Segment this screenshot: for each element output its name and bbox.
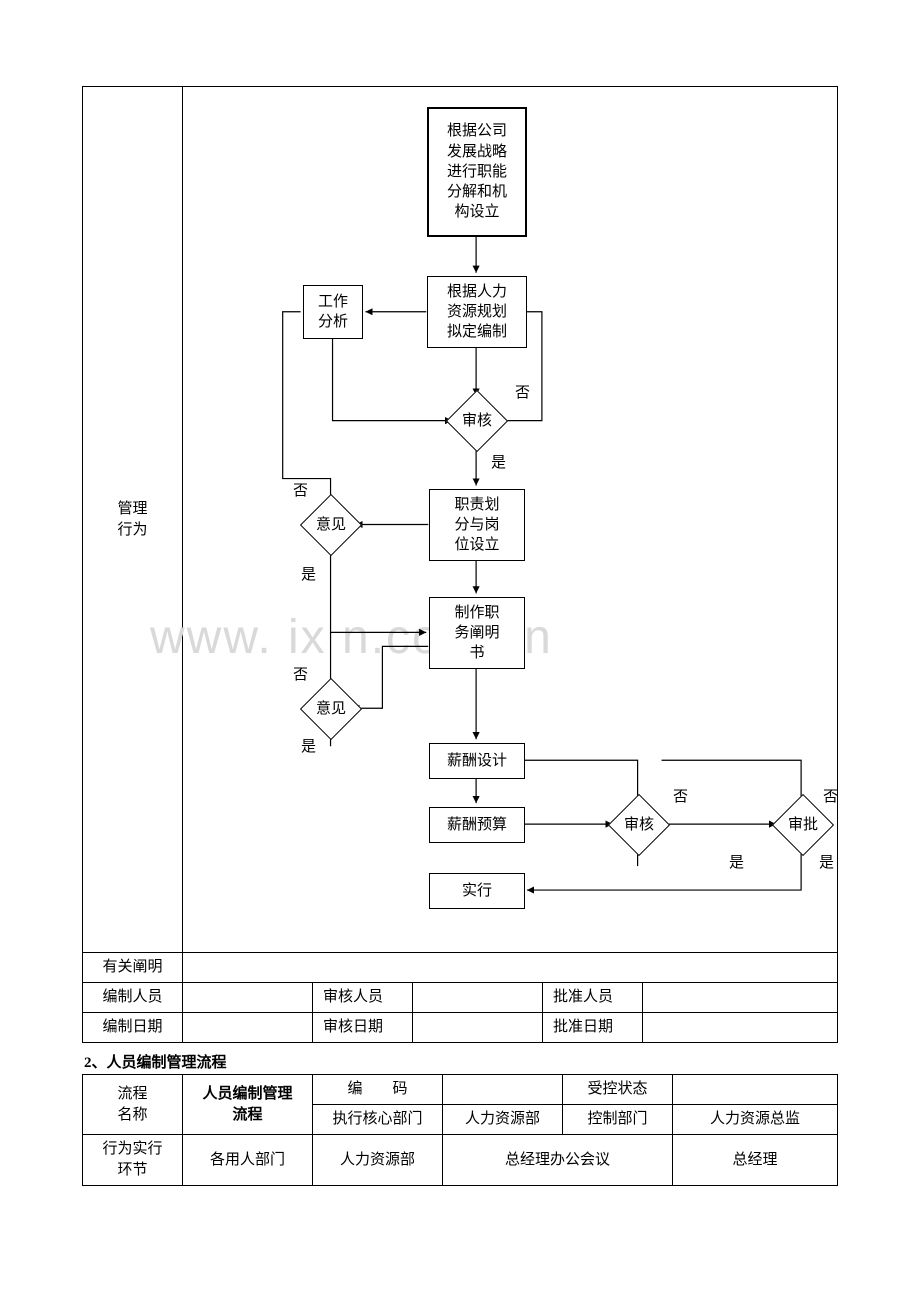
t2-r2c6: 人力资源总监 [673, 1105, 838, 1135]
label-yes-1: 是 [491, 453, 506, 474]
t2-r1c3: 编 码 [313, 1075, 443, 1105]
node-salary-design: 薪酬设计 [429, 743, 525, 779]
main-table: 管理 行为 [82, 86, 838, 1043]
label-yes-4: 是 [729, 853, 744, 874]
table-2: 流程名称 人员编制管理流程 编 码 受控状态 执行核心部门 人力资源部 控制部门… [82, 1074, 838, 1186]
t2-r3c3: 人力资源部 [313, 1135, 443, 1186]
audit-date-value [413, 1013, 543, 1043]
t2-r3c4: 总经理办公会议 [443, 1135, 673, 1186]
flowchart-cell: 根据公司 发展战略 进行职能 分解和机 构设立 根据人力 资源规划 拟定编制 工… [183, 87, 838, 953]
flowchart-container: 根据公司 发展战略 进行职能 分解和机 构设立 根据人力 资源规划 拟定编制 工… [183, 87, 837, 952]
t2-r2c3: 执行核心部门 [313, 1105, 443, 1135]
t2-r2c4: 人力资源部 [443, 1105, 563, 1135]
t2-r1c6 [673, 1075, 838, 1105]
node-execute: 实行 [429, 873, 525, 909]
node-hr-plan: 根据人力 资源规划 拟定编制 [427, 276, 527, 348]
node-job-desc: 制作职 务阐明 书 [429, 597, 525, 669]
label-no-4: 否 [673, 787, 688, 808]
t2-r1c4 [443, 1075, 563, 1105]
t2-r3c5: 总经理 [673, 1135, 838, 1186]
node-job-analysis: 工作 分析 [303, 285, 363, 339]
label-no-3: 否 [293, 665, 308, 686]
prep-date-value [183, 1013, 313, 1043]
label-yes-3: 是 [301, 737, 316, 758]
section-2-title: 2、人员编制管理流程 [82, 1051, 838, 1072]
label-no-2: 否 [293, 481, 308, 502]
prep-date-label: 编制日期 [83, 1013, 183, 1043]
prep-person-value [183, 983, 313, 1013]
approve-date-value [643, 1013, 838, 1043]
label-no-5: 否 [823, 787, 838, 808]
approve-date-label: 批准日期 [543, 1013, 643, 1043]
t2-r2c5: 控制部门 [563, 1105, 673, 1135]
approve-person-value [643, 983, 838, 1013]
flow-left-label: 管理 行为 [83, 87, 183, 953]
t2-r1c5: 受控状态 [563, 1075, 673, 1105]
row-note-label: 有关阐明 [83, 953, 183, 983]
t2-r3c1: 行为实行 环节 [83, 1135, 183, 1186]
t2-r1c1: 流程名称 [83, 1075, 183, 1135]
node-salary-budget: 薪酬预算 [429, 807, 525, 843]
approve-person-label: 批准人员 [543, 983, 643, 1013]
prep-person-label: 编制人员 [83, 983, 183, 1013]
label-no-1: 否 [515, 383, 530, 404]
audit-person-value [413, 983, 543, 1013]
audit-date-label: 审核日期 [313, 1013, 413, 1043]
audit-person-label: 审核人员 [313, 983, 413, 1013]
node-duty-split: 职责划 分与岗 位设立 [429, 489, 525, 561]
label-yes-5: 是 [819, 853, 834, 874]
label-yes-2: 是 [301, 565, 316, 586]
t2-r3c2: 各用人部门 [183, 1135, 313, 1186]
row-note-value [183, 953, 838, 983]
node-strategy: 根据公司 发展战略 进行职能 分解和机 构设立 [427, 107, 527, 237]
t2-r1c2: 人员编制管理流程 [183, 1075, 313, 1135]
